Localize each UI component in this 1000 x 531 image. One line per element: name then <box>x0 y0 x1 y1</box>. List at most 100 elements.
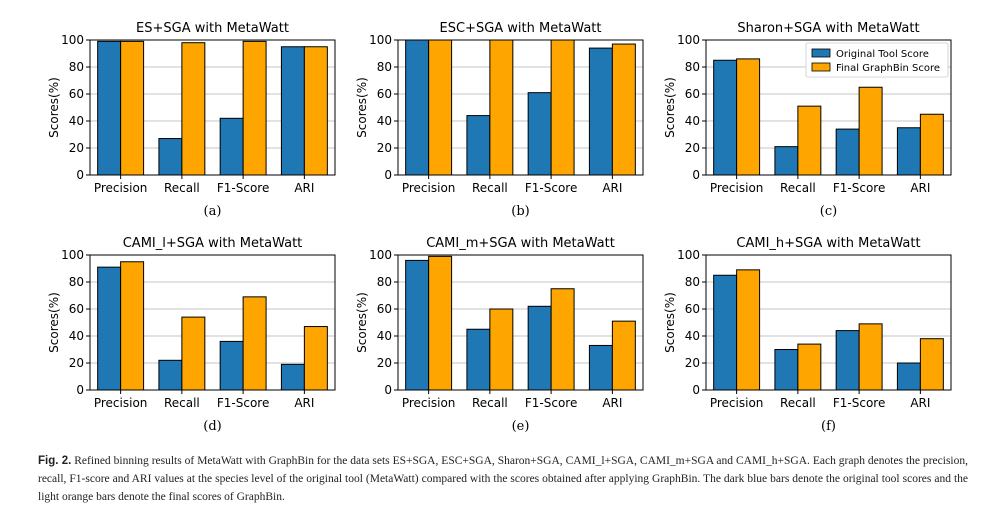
final-score-bar-ari <box>303 326 328 391</box>
y-tick-label: 20 <box>685 356 700 370</box>
original-score-bar-recall <box>466 328 491 391</box>
chart-panel-d: Precision Recall F1-Score ARI 0 20 40 60 80 100 CA… <box>47 236 336 434</box>
y-tick-label: 80 <box>685 60 700 74</box>
caption-label: Fig. 2. <box>38 455 72 467</box>
y-tick-label: 20 <box>69 356 84 370</box>
original-score-bar-ari <box>588 344 613 391</box>
chart-panel-a: Precision Recall F1-Score ARI 0 20 40 60 80 100 ES… <box>47 21 336 219</box>
y-tick-label: 60 <box>377 302 392 316</box>
y-tick-label: 60 <box>377 87 392 101</box>
y-tick-label: 20 <box>377 356 392 370</box>
x-tick-label: Recall <box>164 396 200 410</box>
chart-panel-f: Precision Recall F1-Score ARI 0 20 40 60 80 100 CA… <box>663 236 952 434</box>
legend-box <box>805 42 949 78</box>
x-tick-label: Precision <box>710 181 764 195</box>
original-score-bar-precision <box>97 40 122 176</box>
final-score-bar-ari <box>611 43 636 176</box>
y-tick-label: 20 <box>685 141 700 155</box>
original-score-bar-f1-score <box>835 330 860 391</box>
final-score-bar-precision <box>736 269 761 391</box>
y-tick-label: 60 <box>69 302 84 316</box>
final-score-bar-recall <box>181 42 206 176</box>
original-score-bar-recall <box>158 359 183 391</box>
plot-frame <box>705 254 952 391</box>
final-score-bar-recall <box>181 316 206 391</box>
x-tick-label: F1-Score <box>217 396 269 410</box>
y-tick-label: 60 <box>685 302 700 316</box>
original-score-bar-recall <box>774 349 799 391</box>
x-tick-label: F1-Score <box>217 181 269 195</box>
x-tick-label: Precision <box>94 181 148 195</box>
y-axis-label: Scores(%) <box>355 77 369 138</box>
chart-title: CAMI_h+SGA with MetaWatt <box>736 236 920 251</box>
x-tick-label: Precision <box>94 396 148 410</box>
original-score-bar-precision <box>405 259 430 391</box>
original-score-bar-ari <box>588 47 613 176</box>
original-score-bar-f1-score <box>527 305 552 391</box>
x-tick-label: ARI <box>910 181 930 195</box>
y-tick-label: 80 <box>377 275 392 289</box>
legend-label: Final GraphBin Score <box>836 63 940 74</box>
original-score-bar-precision <box>713 59 738 176</box>
y-tick-label: 100 <box>369 33 392 47</box>
original-score-bar-f1-score <box>835 128 860 176</box>
y-tick-label: 40 <box>69 329 84 343</box>
x-tick-label: Recall <box>164 181 200 195</box>
final-score-bar-ari <box>919 113 944 176</box>
x-tick-label: F1-Score <box>833 181 885 195</box>
original-score-bar-ari <box>896 362 921 391</box>
y-tick-label: 80 <box>69 60 84 74</box>
original-score-bar-precision <box>405 39 430 176</box>
y-tick-label: 40 <box>377 329 392 343</box>
final-score-bar-f1-score <box>550 39 575 176</box>
y-tick-label: 0 <box>692 383 700 397</box>
y-tick-label: 100 <box>677 248 700 262</box>
x-tick-label: Recall <box>780 396 816 410</box>
x-tick-label: Recall <box>472 396 508 410</box>
final-score-bar-f1-score <box>550 288 575 391</box>
panel-label: (f) <box>821 419 836 434</box>
figure-charts: Precision Recall F1-Score ARI 0 20 40 60 80 100 ES… <box>47 21 952 434</box>
legend-swatch <box>811 48 831 58</box>
final-score-bar-precision <box>120 40 145 176</box>
y-tick-label: 100 <box>369 248 392 262</box>
chart-title: CAMI_l+SGA with MetaWatt <box>123 236 303 251</box>
chart-title: CAMI_m+SGA with MetaWatt <box>426 236 615 251</box>
caption-text: Refined binning results of MetaWatt with… <box>38 455 969 503</box>
final-score-bar-f1-score <box>858 323 883 391</box>
final-score-bar-recall <box>797 343 822 391</box>
y-axis-label: Scores(%) <box>663 77 677 138</box>
y-tick-label: 100 <box>61 33 84 47</box>
original-score-bar-precision <box>713 274 738 391</box>
chart-panel-e: Precision Recall F1-Score ARI 0 20 40 60 80 100 CA… <box>355 236 644 434</box>
y-tick-label: 0 <box>76 168 84 182</box>
plot-frame <box>89 39 336 176</box>
panel-label: (d) <box>203 419 221 434</box>
legend: Original Tool Score Final GraphBin Score <box>805 42 949 78</box>
y-axis-label: Scores(%) <box>663 292 677 353</box>
panel-label: (b) <box>511 204 529 219</box>
final-score-bar-f1-score <box>858 86 883 176</box>
original-score-bar-f1-score <box>527 92 552 176</box>
original-score-bar-recall <box>774 146 799 176</box>
original-score-bar-f1-score <box>219 117 244 176</box>
figure-caption: Fig. 2. Refined binning results of MetaW… <box>38 452 968 506</box>
y-tick-label: 80 <box>69 275 84 289</box>
y-tick-label: 80 <box>685 275 700 289</box>
y-tick-label: 0 <box>384 383 392 397</box>
chart-title: ESC+SGA with MetaWatt <box>440 21 602 36</box>
original-score-bar-ari <box>280 46 305 176</box>
y-tick-label: 0 <box>76 383 84 397</box>
y-tick-label: 100 <box>677 33 700 47</box>
x-tick-label: Precision <box>402 181 456 195</box>
legend-label: Original Tool Score <box>836 49 929 60</box>
y-tick-label: 0 <box>384 168 392 182</box>
final-score-bar-f1-score <box>242 40 267 176</box>
final-score-bar-precision <box>120 261 145 391</box>
y-tick-label: 60 <box>685 87 700 101</box>
x-tick-label: Recall <box>780 181 816 195</box>
chart-panel-c: Precision Recall F1-Score ARI 0 20 40 60 80 100 Sh… <box>663 21 952 219</box>
plot-frame <box>397 39 644 176</box>
final-score-bar-recall <box>489 308 514 391</box>
x-tick-label: Precision <box>710 396 764 410</box>
